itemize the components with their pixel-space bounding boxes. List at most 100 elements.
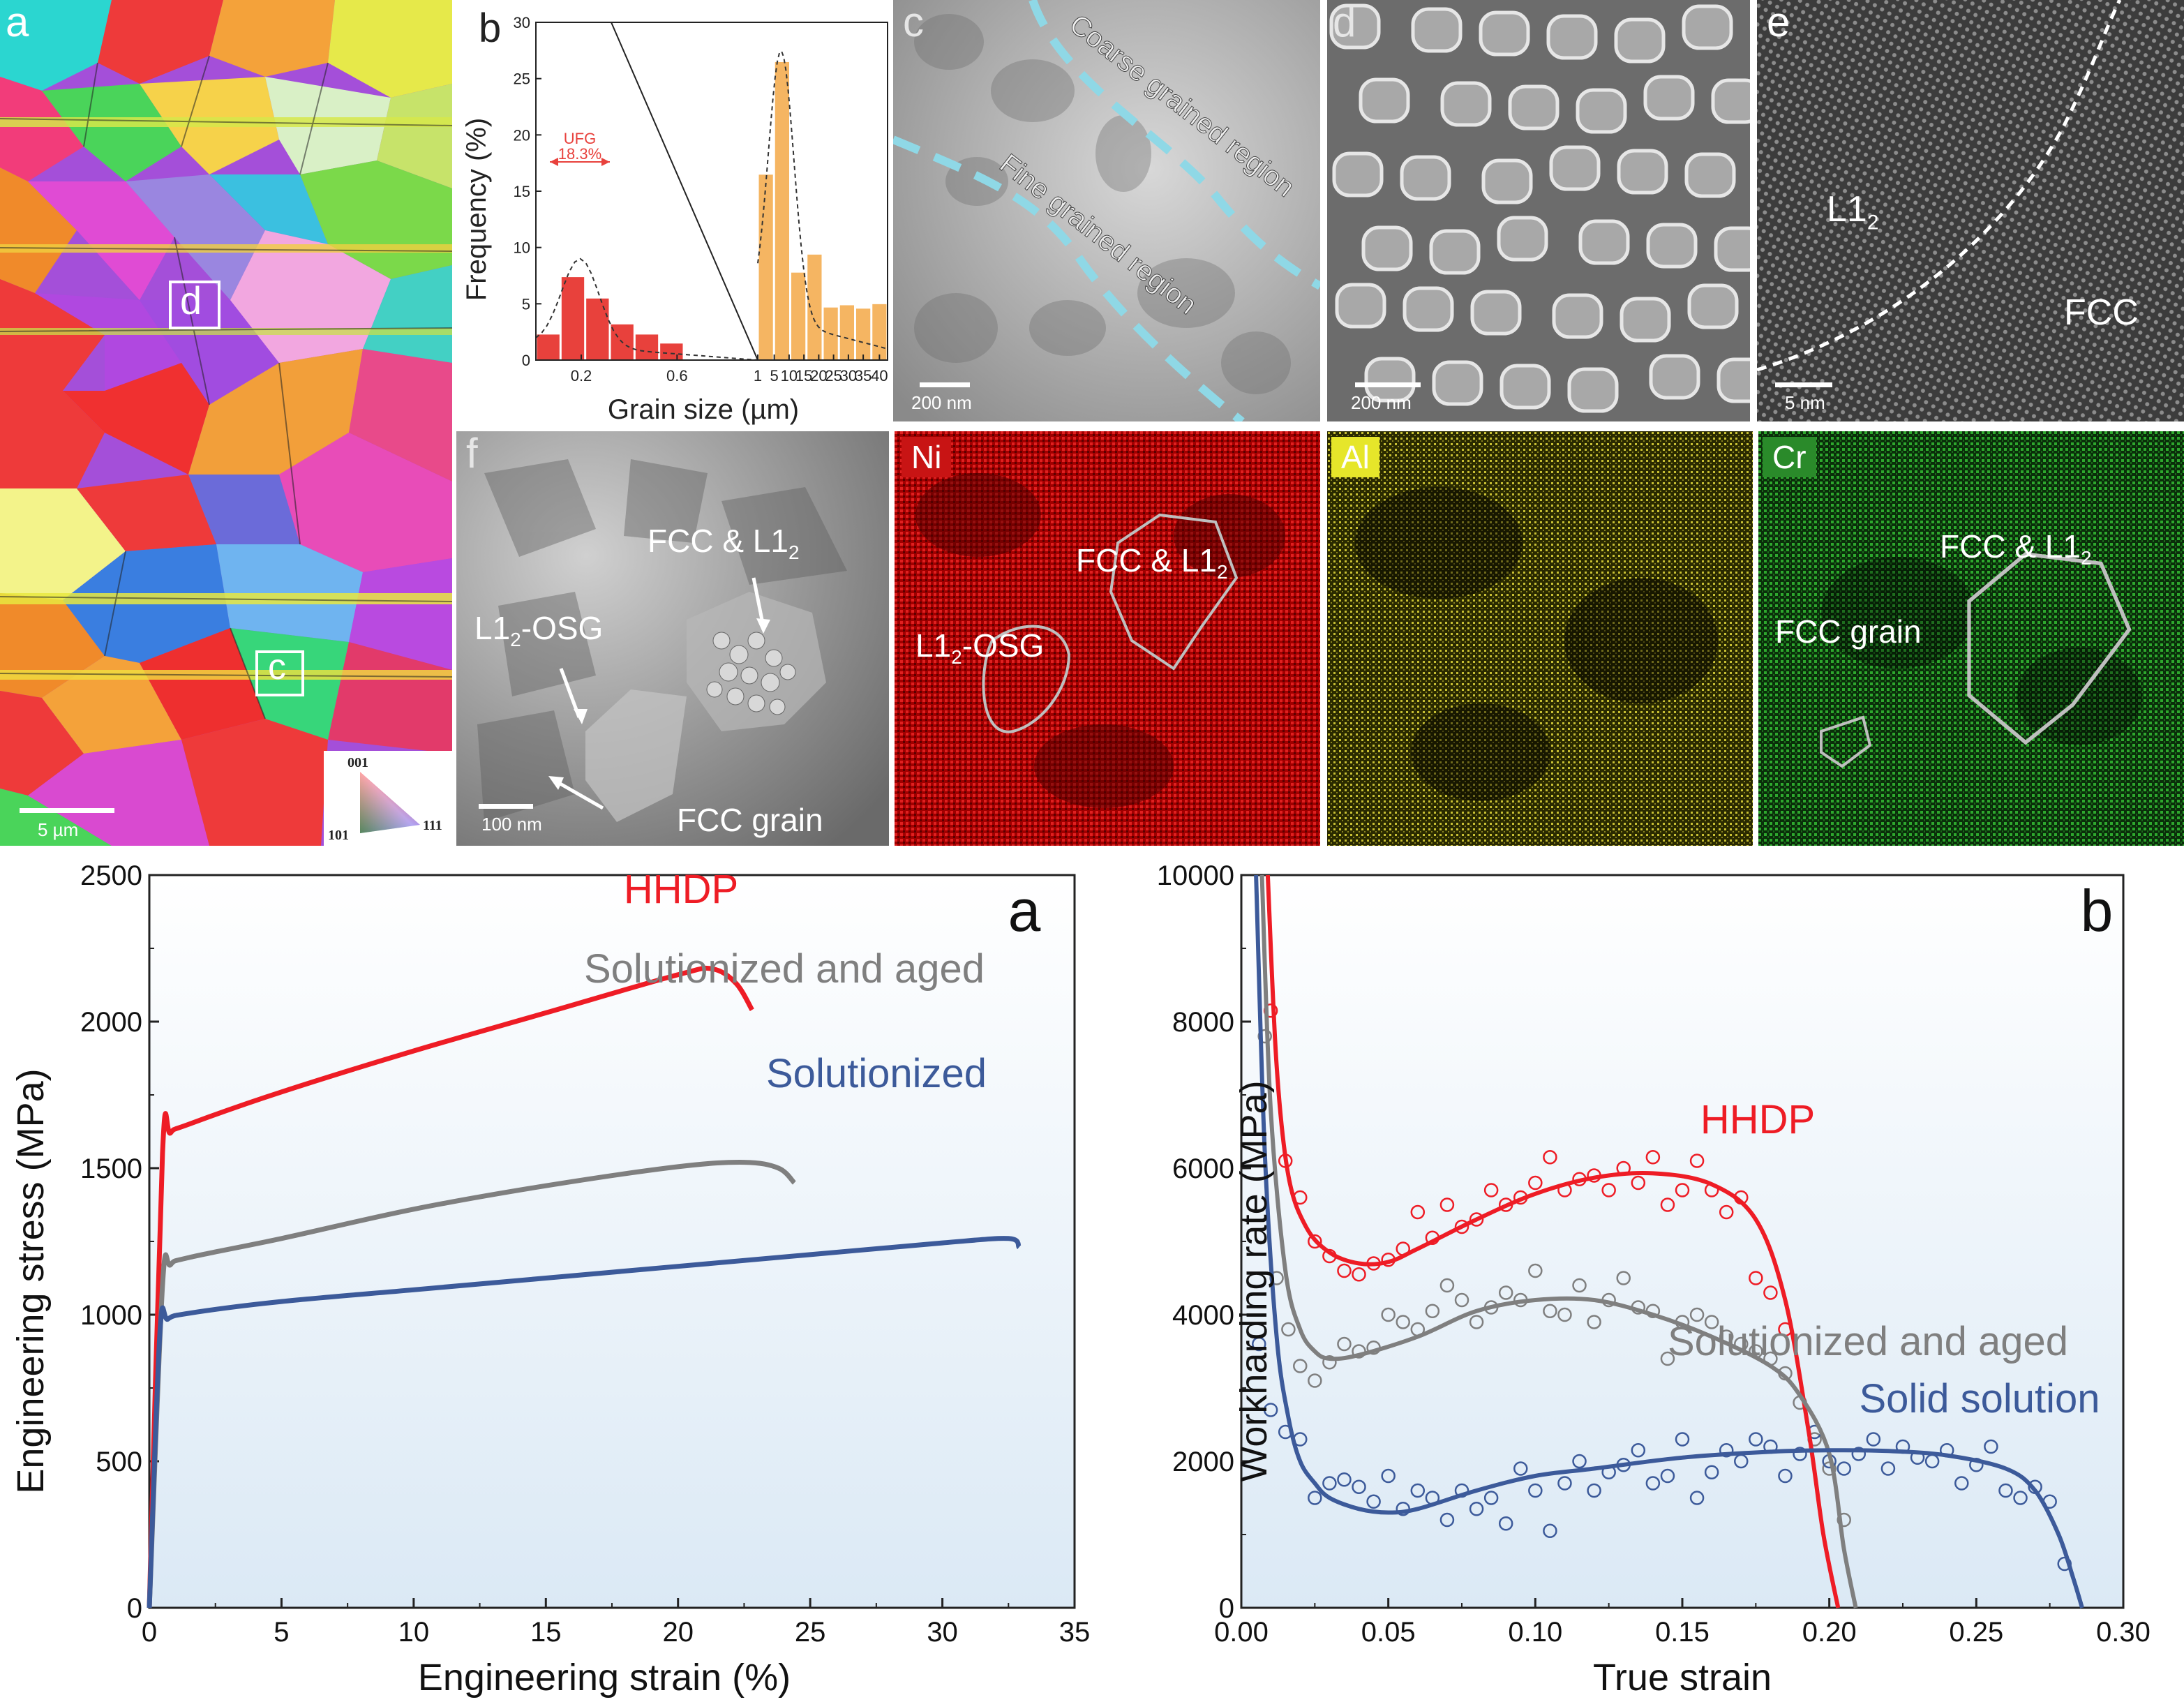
wh-point-2 [1469, 1502, 1484, 1516]
ipf-111: 111 [423, 818, 442, 833]
hrtem-image-e [1757, 0, 2184, 421]
panel-c-label: c [903, 0, 924, 45]
xtick-label: 0.30 [2096, 1617, 2151, 1648]
wh-point-2 [1483, 1491, 1499, 1505]
ufg-arrow-right-head [601, 158, 610, 166]
precipitate [1403, 286, 1454, 332]
panel-f-scale-bar [479, 804, 533, 809]
precipitate [1499, 364, 1551, 410]
precipitate [1614, 17, 1666, 64]
precipitate [1578, 219, 1630, 265]
wh-point-0 [1483, 1183, 1499, 1197]
panel-f-annot-fcc-l12-sub: 2 [788, 542, 800, 564]
hist-divider [611, 22, 758, 361]
hist-ylabel: Frequency (%) [461, 118, 492, 301]
panel-a-scale-bar [20, 808, 114, 813]
xtick-label: 30 [927, 1617, 958, 1648]
wh-point-1 [1396, 1315, 1410, 1329]
ytick-label: 4000 [1172, 1300, 1234, 1331]
wh-point-0 [1719, 1204, 1734, 1220]
panel-al-map: Al [1327, 431, 1753, 846]
cr-eds-map [1758, 431, 2184, 846]
precipitate [1646, 223, 1698, 269]
ni-element-label: Ni [902, 437, 952, 477]
wh-point-2 [1778, 1468, 1793, 1484]
wh-point-1 [1454, 1292, 1469, 1308]
panel-f-scale-text: 100 nm [481, 814, 542, 835]
marker-c-box [255, 650, 304, 696]
xtick-label: 0.20 [1802, 1617, 1857, 1648]
wh-point-2 [1689, 1491, 1705, 1505]
wh-point-0 [1660, 1197, 1675, 1212]
wh-point-1 [1704, 1315, 1719, 1329]
xtick-label: 0 [142, 1617, 157, 1648]
precipitate [1687, 283, 1739, 329]
precipitate [1411, 7, 1463, 53]
xtick-label: 0.00 [1214, 1617, 1269, 1648]
ipf-101: 101 [328, 828, 349, 843]
wh-legend-solid: Solid solution [1860, 1376, 2100, 1421]
ytick-label: 2000 [1172, 1447, 1234, 1477]
panel-f-annot-l12-osg-sub: 2 [510, 629, 521, 651]
ufg-arrow-left-head [550, 158, 558, 166]
wh-point-1 [1381, 1307, 1396, 1322]
wh-point-0 [1675, 1183, 1690, 1197]
wh-point-0 [1543, 1150, 1557, 1165]
hist-ytick-label: 0 [522, 352, 530, 369]
ss-panel-label: a [1008, 878, 1041, 943]
wh-point-2 [1749, 1432, 1763, 1447]
wh-point-2 [1572, 1454, 1587, 1469]
ytick-label: 0 [127, 1593, 142, 1624]
precipitate [1470, 290, 1522, 336]
precipitate [1643, 75, 1695, 121]
wh-point-1 [1498, 1285, 1513, 1300]
wh-point-1 [1572, 1278, 1587, 1293]
ss-xlabel: Engineering strain (%) [418, 1657, 791, 1699]
xtick-label: 0.10 [1508, 1617, 1562, 1648]
hist-ytick-label: 5 [522, 295, 530, 313]
precipitate [1682, 4, 1733, 50]
wh-xlabel: True strain [1593, 1657, 1772, 1699]
xtick-label: 35 [1059, 1617, 1091, 1648]
hist-xtick-label: 35 [855, 367, 872, 385]
precipitate [1711, 78, 1750, 124]
precipitate [1649, 354, 1700, 400]
precipitate [1432, 360, 1483, 406]
ss-legend-hhdp: HHDP [624, 867, 738, 912]
hist-xtick-label: 0.2 [571, 367, 592, 385]
wh-point-2 [1866, 1432, 1881, 1447]
cr-annot-fcc-l12: FCC & L12 [1940, 528, 2092, 569]
hist-ytick-label: 25 [514, 70, 530, 88]
hist-bar-ufg [634, 334, 659, 361]
wh-point-2 [1645, 1476, 1661, 1491]
ni-annot-l12-osg-main: L1 [915, 627, 952, 664]
panel-c-scale-bar [920, 382, 970, 387]
wh-point-2 [1337, 1472, 1352, 1487]
hist-xtick-label: 1 [754, 367, 762, 385]
wh-point-2 [1631, 1443, 1646, 1458]
wh-point-1 [1543, 1304, 1557, 1318]
panel-d-scale-text: 200 nm [1351, 392, 1412, 413]
wh-point-1 [1293, 1359, 1308, 1373]
ni-annot-fcc-l12-sub: 2 [1216, 561, 1228, 583]
ytick-label: 10000 [1157, 860, 1234, 891]
ytick-label: 6000 [1172, 1154, 1234, 1184]
wh-point-0 [1439, 1197, 1455, 1212]
xtick-label: 25 [795, 1617, 826, 1648]
wh-point-0 [1528, 1175, 1543, 1190]
al-element-label: Al [1331, 437, 1379, 477]
wh-ylabel: Workharding rate (MPa) [1233, 1080, 1275, 1481]
wh-point-1 [1257, 1029, 1272, 1044]
panel-f-stem: f FCC & L12 L12-OSG FCC grain 100 nm [456, 431, 889, 846]
wh-point-2 [1557, 1476, 1572, 1491]
hist-xtick-label: 5 [770, 367, 779, 385]
xtick-label: 0.15 [1655, 1617, 1710, 1648]
wh-point-1 [1837, 1512, 1851, 1528]
panel-f-annot-fcc-l12: FCC & L12 [648, 522, 800, 564]
wh-point-2 [1675, 1432, 1690, 1447]
wh-point-2 [1660, 1468, 1675, 1484]
wh-point-0 [1410, 1204, 1426, 1220]
hist-xtick-label: 0.6 [666, 367, 688, 385]
hist-bar-coarse [872, 303, 888, 361]
ytick-label: 500 [96, 1447, 142, 1477]
